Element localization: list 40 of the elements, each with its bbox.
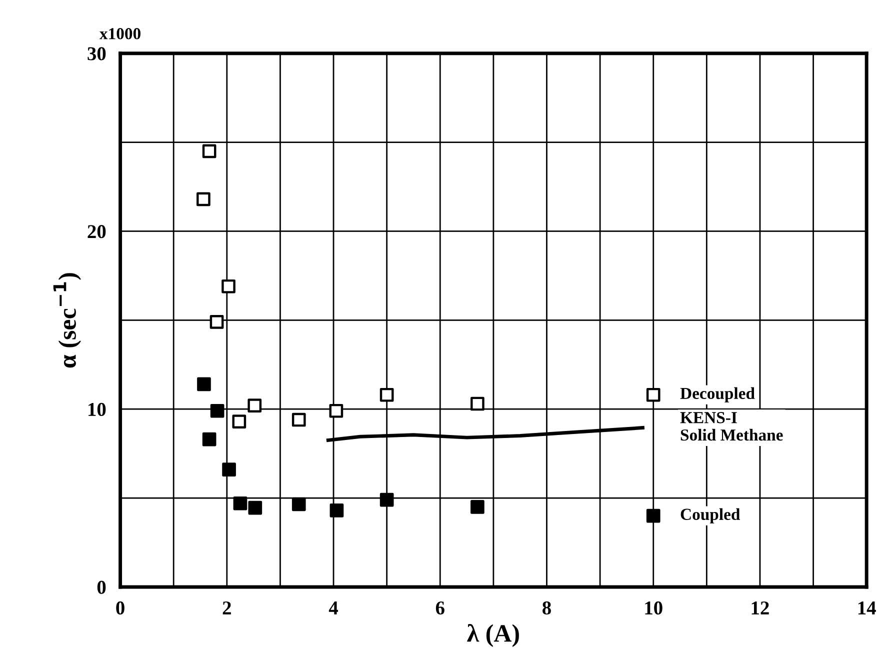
text: KENS-I Solid Methane xyxy=(680,412,783,441)
x-tick-label: 8 xyxy=(542,601,551,615)
point xyxy=(380,388,394,402)
x-axis-title: λ (A) xyxy=(467,624,519,647)
y-tick-label: 10 xyxy=(88,402,106,416)
point xyxy=(380,492,394,507)
y-tick-label: 20 xyxy=(88,225,106,238)
point xyxy=(210,315,224,329)
series-label: Coupled xyxy=(680,508,740,524)
point xyxy=(196,192,210,206)
y-tick-label: 0 xyxy=(97,580,106,594)
y-axis-title: α (sec$^{−1}$) xyxy=(53,273,82,368)
text: x1000 xyxy=(100,28,140,40)
x-tick-label: 0 xyxy=(116,601,124,615)
x-tick-label: 6 xyxy=(436,601,444,615)
point xyxy=(292,497,306,512)
point xyxy=(210,404,224,418)
point xyxy=(470,500,484,514)
x-tick-label: 10 xyxy=(645,601,662,615)
point xyxy=(197,377,211,392)
point xyxy=(470,396,484,411)
x-tick-label: 2 xyxy=(222,601,231,614)
point xyxy=(292,412,306,427)
x-tick-label: 14 xyxy=(858,602,876,614)
point xyxy=(202,432,216,446)
point xyxy=(248,398,262,412)
point xyxy=(646,388,660,402)
series-label: Decoupled xyxy=(680,387,755,402)
point xyxy=(233,496,248,510)
point xyxy=(329,404,344,418)
x-tick-label: 4 xyxy=(328,602,338,614)
point xyxy=(232,414,246,428)
point xyxy=(646,508,660,523)
y-tick-label: 30 xyxy=(88,47,106,60)
point xyxy=(222,279,236,294)
point xyxy=(202,144,216,158)
x-tick-label: 12 xyxy=(752,601,769,614)
point xyxy=(222,462,236,476)
point xyxy=(330,504,344,518)
point xyxy=(248,500,262,515)
